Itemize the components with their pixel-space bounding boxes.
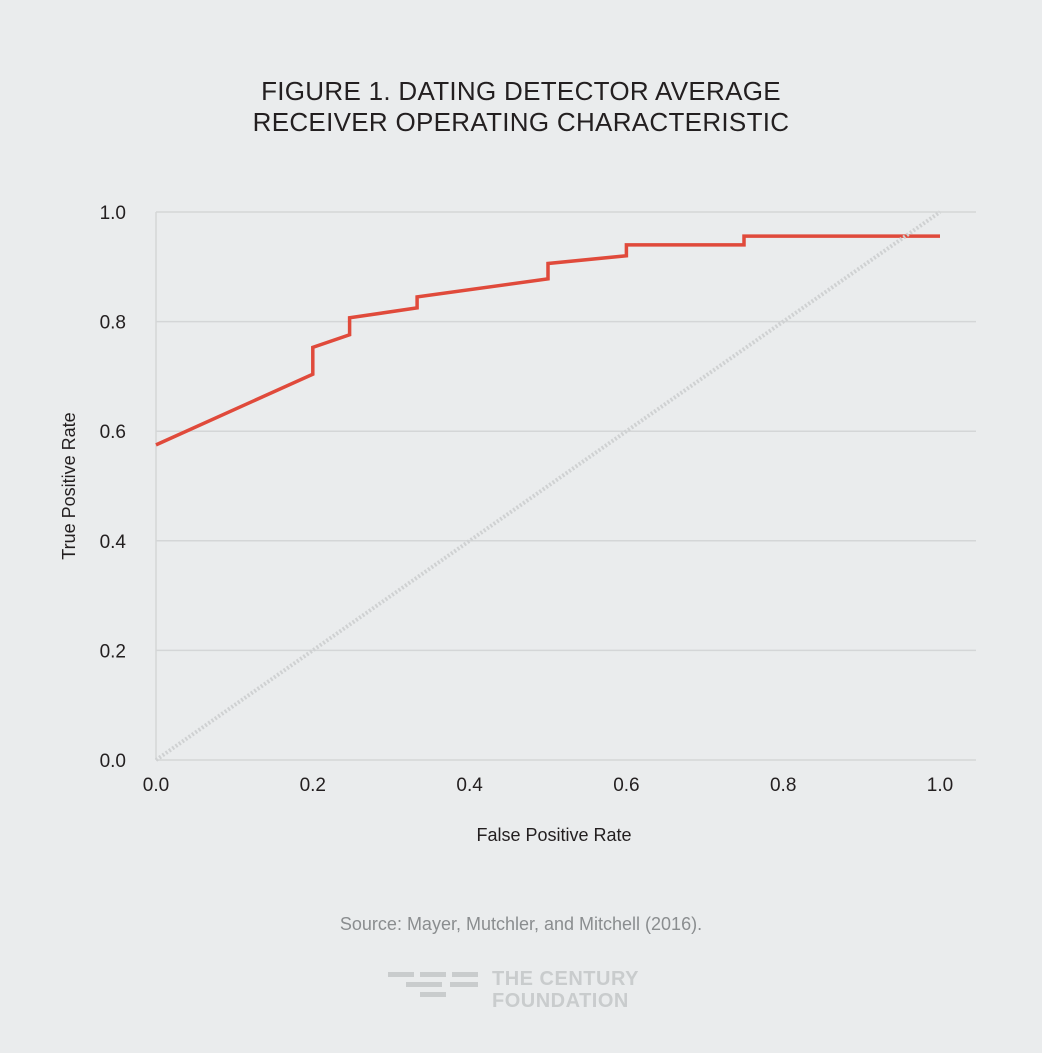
x-tick-label: 0.6	[613, 775, 639, 796]
x-tick-label: 0.8	[770, 775, 796, 796]
y-tick-label: 0.8	[100, 313, 126, 334]
x-tick-label: 0.2	[300, 775, 326, 796]
chart-title: FIGURE 1. DATING DETECTOR AVERAGE RECEIV…	[0, 76, 1042, 138]
logo-mark-icon	[388, 970, 480, 1000]
source-note: Source: Mayer, Mutchler, and Mitchell (2…	[339, 914, 703, 934]
century-foundation-logo: THE CENTURY FOUNDATION	[388, 968, 658, 1012]
y-tick-label: 1.0	[100, 203, 126, 224]
chart-title-line-1: FIGURE 1. DATING DETECTOR AVERAGE	[261, 76, 781, 106]
x-tick-label: 1.0	[927, 775, 953, 796]
x-axis-label: False Positive Rate	[476, 825, 631, 845]
x-tick-label: 0.0	[143, 775, 169, 796]
roc-chart: 0.0 0.2 0.4 0.6 0.8 1.0 0.0 0.2 0.4 0.6 0.8 1.0 Fals…	[59, 203, 976, 845]
logo-line-2: FOUNDATION	[492, 990, 629, 1012]
y-tick-label: 0.2	[100, 641, 126, 662]
x-tick-label: 0.4	[456, 775, 483, 796]
y-tick-label: 0.6	[100, 422, 126, 443]
y-tick-label: 0.0	[100, 751, 126, 772]
roc-curve-line	[155, 234, 940, 447]
y-axis-label: True Positive Rate	[59, 412, 79, 559]
chart-title-line-2: RECEIVER OPERATING CHARACTERISTIC	[252, 107, 790, 137]
logo-line-1: THE CENTURY	[492, 968, 639, 990]
chance-diagonal-line	[154, 210, 942, 762]
y-tick-label: 0.4	[100, 532, 127, 553]
logo-wordmark: THE CENTURY FOUNDATION	[492, 968, 639, 1012]
